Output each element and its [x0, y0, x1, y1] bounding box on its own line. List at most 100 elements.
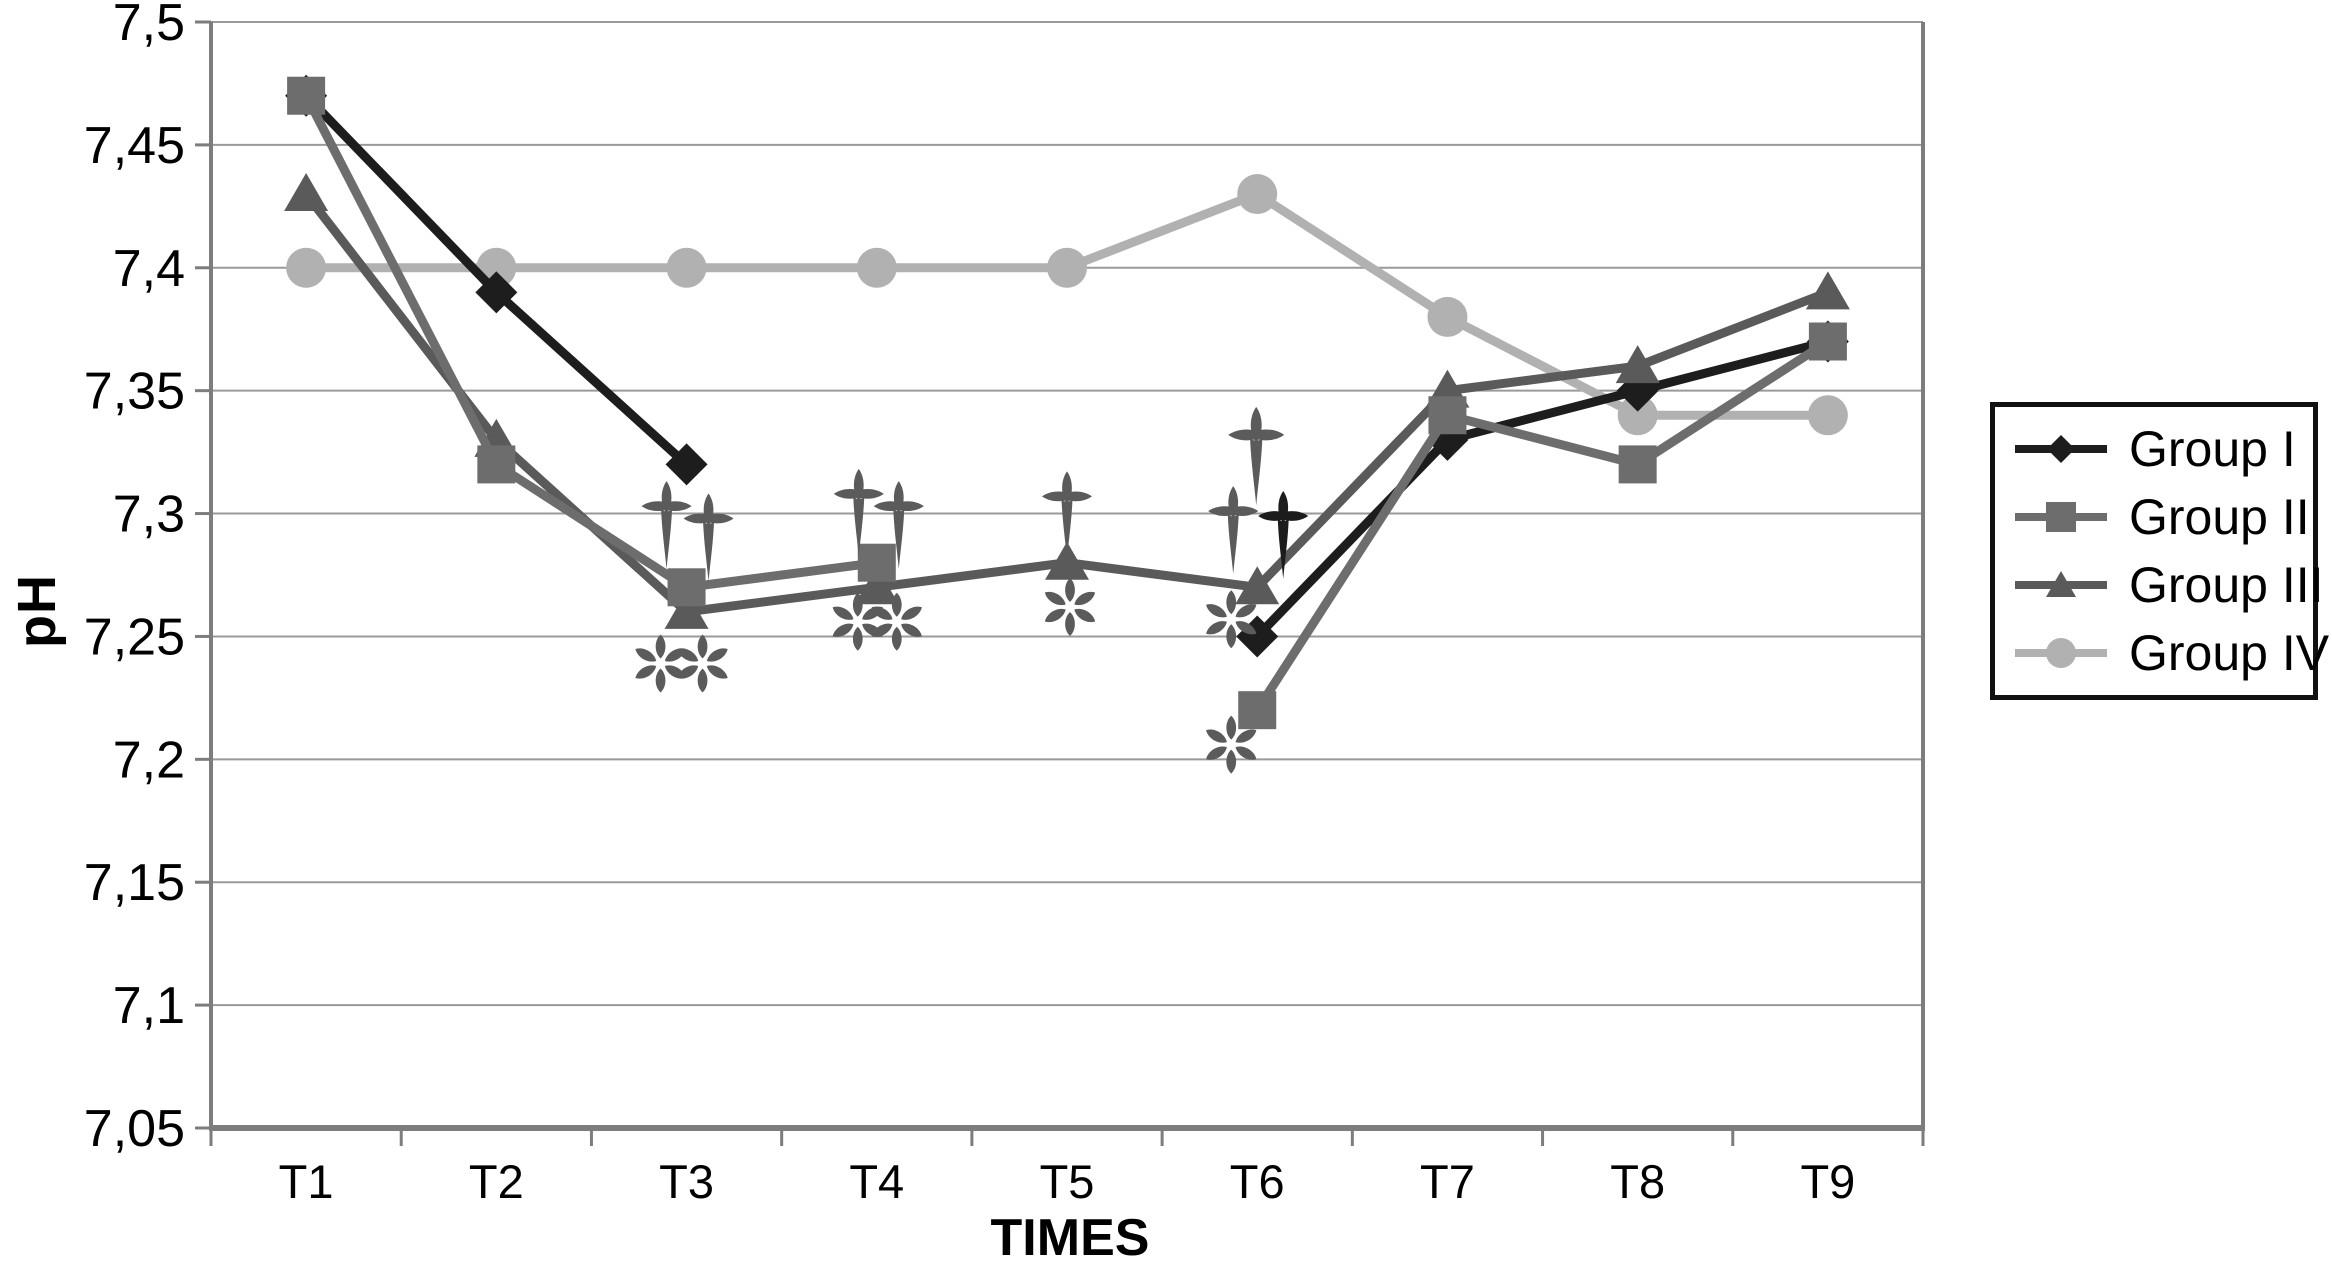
dagger-icon — [873, 481, 924, 570]
marker-circle — [666, 247, 707, 288]
y-tick-label: 7,25 — [84, 608, 185, 666]
asterisk-petal — [1074, 608, 1096, 623]
asterisk-petal — [677, 648, 699, 662]
dagger-blade — [661, 509, 673, 570]
asterisk-petal — [1206, 604, 1227, 618]
y-tick-label: 7,15 — [84, 854, 185, 912]
x-tick-label: T7 — [1420, 1155, 1475, 1208]
asterisk-petal — [1206, 621, 1227, 635]
asterisk-petal — [891, 626, 902, 651]
dagger-petal — [701, 513, 734, 524]
dagger-icon — [683, 493, 734, 582]
marker-circle — [1047, 247, 1087, 288]
asterisk-petal — [871, 606, 893, 620]
legend-marker-diamond-icon — [2015, 435, 2107, 463]
marker-square — [667, 568, 706, 607]
marker-triangle — [1045, 541, 1089, 580]
marker-triangle — [1235, 566, 1280, 605]
dagger-icon — [641, 481, 692, 570]
legend-item-group-iv: Group IV — [2013, 624, 2329, 682]
legend-marker-triangle-icon — [2015, 571, 2107, 597]
asterisk-petal — [901, 606, 922, 620]
legend-label: Group II — [2129, 489, 2310, 545]
asterisk-petal — [655, 634, 666, 659]
y-tick-label: 7,05 — [84, 1100, 185, 1158]
y-tick-label: 7,45 — [84, 117, 185, 175]
legend-marker-circle-icon — [2015, 638, 2107, 668]
series-line — [1253, 337, 1830, 640]
asterisk-petal — [832, 606, 854, 620]
asterisk-petal — [635, 648, 657, 662]
asterisk-petal — [697, 668, 708, 693]
asterisk-petal — [1235, 729, 1257, 743]
asterisk-petal — [1235, 621, 1257, 635]
asterisk-icon — [1206, 590, 1257, 649]
marker-diamond — [665, 443, 708, 486]
asterisk-petal — [891, 592, 902, 617]
marker-circle — [1617, 395, 1658, 436]
dagger-petal — [1248, 429, 1285, 441]
marker-square — [1618, 445, 1657, 484]
series-line — [302, 93, 878, 592]
dagger-petal — [891, 501, 924, 512]
dagger-petal — [1276, 511, 1309, 521]
dagger-icon — [1258, 491, 1309, 580]
dagger-blade — [1227, 514, 1239, 575]
asterisk-petal — [1074, 591, 1096, 606]
asterisk-petal — [1226, 715, 1237, 740]
legend-item-group-i: Group I — [2013, 420, 2313, 478]
legend-label: Group I — [2129, 421, 2296, 477]
dagger-icon — [1042, 471, 1092, 560]
marker-circle — [286, 247, 327, 288]
dagger-blade — [893, 509, 905, 570]
y-tick-label: 7,3 — [113, 486, 185, 544]
x-tick-label: T8 — [1610, 1155, 1665, 1208]
y-tick-label: 7,4 — [113, 240, 185, 298]
marker-square — [1428, 396, 1467, 435]
marker-triangle — [1805, 271, 1850, 310]
dagger-icon — [1228, 406, 1285, 506]
x-axis-title: TIMES — [990, 1209, 1150, 1267]
asterisk-petal — [1044, 591, 1066, 606]
asterisk-petal — [852, 592, 863, 617]
y-tick-label: 7,1 — [113, 977, 185, 1035]
y-tick-label: 7,5 — [113, 0, 185, 52]
asterisk-petal — [697, 634, 708, 659]
asterisk-icon — [677, 634, 728, 693]
y-tick-label: 7,2 — [113, 731, 185, 789]
dagger-blade — [853, 496, 865, 557]
asterisk-petal — [1065, 577, 1075, 602]
legend-item-group-ii: Group II — [2013, 488, 2313, 546]
asterisk-petal — [1044, 608, 1066, 623]
dagger-icon — [1208, 486, 1259, 575]
marker-circle — [856, 247, 897, 288]
asterisk-petal — [852, 626, 863, 651]
asterisk-petal — [1206, 729, 1227, 743]
x-tick-label: T1 — [279, 1155, 334, 1208]
asterisk-petal — [677, 665, 699, 679]
dagger-blade — [1277, 519, 1289, 580]
x-tick-label: T5 — [1040, 1155, 1095, 1208]
asterisk-icon — [635, 634, 686, 693]
asterisk-petal — [1226, 624, 1237, 649]
asterisk-petal — [871, 623, 893, 637]
dagger-blade — [703, 521, 715, 582]
dagger-petal — [1226, 506, 1259, 516]
asterisk-petal — [1235, 604, 1257, 618]
series-line — [306, 189, 1828, 420]
series-group-iv — [286, 174, 1848, 436]
asterisk-icon — [1044, 577, 1096, 636]
asterisk-petal — [1065, 611, 1075, 636]
y-axis-title: pH — [7, 574, 67, 648]
asterisk-petal — [635, 665, 657, 679]
asterisk-petal — [1226, 590, 1237, 615]
asterisk-petal — [1206, 746, 1227, 760]
series-line — [1253, 337, 1831, 713]
legend-label: Group IV — [2129, 625, 2330, 681]
marker-square — [1808, 322, 1847, 361]
dagger-blade — [1061, 499, 1073, 560]
y-tick-label: 7,35 — [84, 363, 185, 421]
legend-sample-marker — [2046, 638, 2076, 668]
dagger-petal — [851, 489, 884, 499]
